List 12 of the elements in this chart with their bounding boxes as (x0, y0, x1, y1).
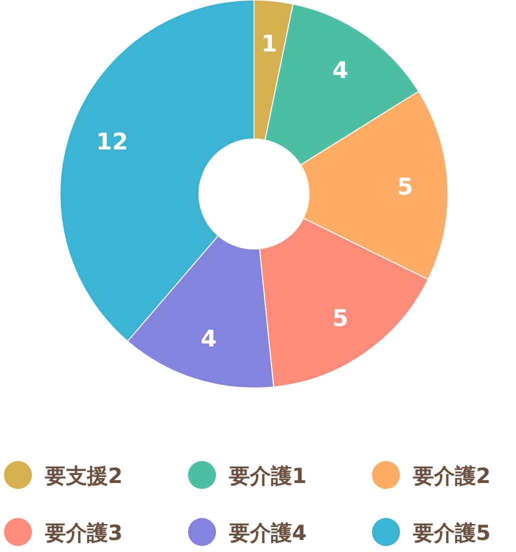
legend-label: 要介護5 (412, 521, 491, 545)
legend-label: 要介護2 (412, 464, 491, 488)
data-label: 4 (332, 58, 348, 84)
legend-label: 要介護1 (228, 464, 307, 488)
data-label: 1 (261, 31, 278, 58)
data-label: 5 (332, 306, 348, 332)
data-label: 4 (200, 326, 217, 352)
legend-label: 要支援2 (44, 464, 123, 488)
data-label: 5 (397, 174, 414, 200)
legend-label: 要介護3 (44, 521, 123, 545)
data-label: 12 (96, 129, 128, 156)
legend-label: 要介護4 (228, 521, 307, 545)
